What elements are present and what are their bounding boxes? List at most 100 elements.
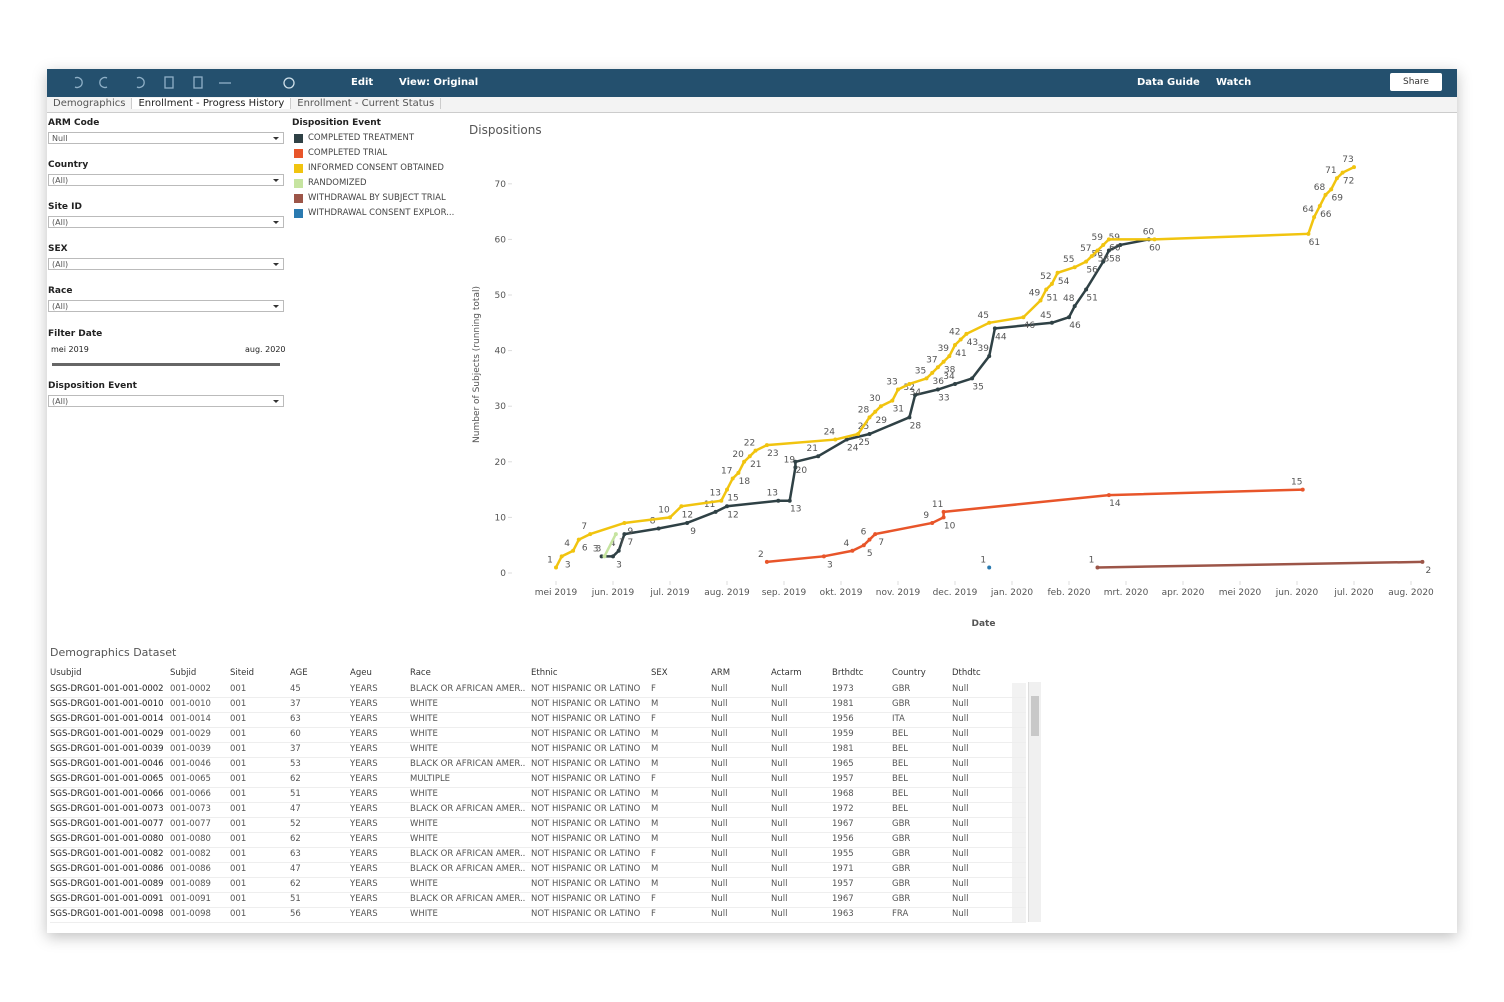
data-guide-button[interactable]: Data Guide xyxy=(1137,77,1200,88)
data-point xyxy=(1118,242,1123,247)
filter-dropdown[interactable]: (All) xyxy=(48,258,284,270)
cell: M xyxy=(651,729,659,739)
row-bg xyxy=(50,713,1026,728)
data-point xyxy=(725,487,729,492)
legend-label[interactable]: INFORMED CONSENT OBTAINED xyxy=(308,163,444,173)
data-point xyxy=(1312,215,1317,220)
view-button[interactable]: View: Original xyxy=(399,77,479,88)
cell: 001 xyxy=(230,759,247,769)
cell: 1972 xyxy=(832,804,854,814)
series-line xyxy=(601,238,1150,558)
data-label: 45 xyxy=(977,311,988,321)
tab[interactable]: Enrollment - Progress History xyxy=(132,98,292,109)
cell: YEARS xyxy=(350,774,378,784)
cell: 001-0039 xyxy=(170,744,211,754)
cell: Null xyxy=(771,774,788,784)
cell: 1981 xyxy=(832,744,854,754)
y-axis-label: Number of Subjects (running total) xyxy=(472,286,482,443)
legend-label[interactable]: COMPLETED TREATMENT xyxy=(308,133,415,143)
column-header[interactable]: Dthdtc xyxy=(952,668,981,678)
data-label: 71 xyxy=(1325,166,1336,176)
data-point xyxy=(907,381,912,386)
data-label: 39 xyxy=(938,344,950,354)
data-point xyxy=(1044,287,1049,292)
cell: M xyxy=(651,834,659,844)
table-title: Demographics Dataset xyxy=(50,646,177,659)
cell: M xyxy=(651,879,659,889)
column-header[interactable]: Ethnic xyxy=(531,668,558,678)
y-tick-label: 0 xyxy=(500,569,506,579)
filter-dropdown[interactable]: (All) xyxy=(48,174,284,186)
cell: Null xyxy=(771,699,788,709)
y-tick-label: 50 xyxy=(495,291,507,301)
data-point xyxy=(685,520,690,525)
legend-label[interactable]: WITHDRAWAL CONSENT EXPLOR... xyxy=(308,208,455,218)
column-header[interactable]: Usubjid xyxy=(50,668,82,678)
cell: 001-0077 xyxy=(170,819,211,829)
data-label: 5 xyxy=(867,549,873,559)
column-header[interactable]: Subjid xyxy=(170,668,197,678)
data-label: 55 xyxy=(1063,255,1074,265)
date-slider[interactable] xyxy=(52,363,280,366)
data-label: 3 xyxy=(616,560,622,570)
data-label: 34 xyxy=(910,388,922,398)
cell: YEARS xyxy=(350,834,378,844)
legend-swatch xyxy=(294,149,303,158)
data-label: 10 xyxy=(658,505,670,515)
tab[interactable]: Enrollment - Current Status xyxy=(291,98,442,109)
cell: 1965 xyxy=(832,759,854,769)
toolbar-icons[interactable] xyxy=(67,69,297,97)
data-point xyxy=(764,559,769,564)
legend-swatch xyxy=(294,164,303,173)
cell: 1971 xyxy=(832,864,854,874)
watch-button[interactable]: Watch xyxy=(1216,77,1252,88)
column-header[interactable]: Actarm xyxy=(771,668,802,678)
data-label: 33 xyxy=(938,394,949,404)
data-point xyxy=(987,565,992,570)
cell: 51 xyxy=(290,789,301,799)
data-label: 7 xyxy=(619,538,625,548)
column-header[interactable]: ARM xyxy=(711,668,731,678)
row-band xyxy=(1012,743,1026,757)
edit-button[interactable]: Edit xyxy=(351,77,374,88)
column-header[interactable]: Country xyxy=(892,668,926,678)
toolbar: Edit View: Original Data Guide Watch Sha… xyxy=(47,69,1457,97)
cell: 001 xyxy=(230,684,247,694)
cell: 1963 xyxy=(832,909,854,919)
filter-dropdown[interactable]: (All) xyxy=(48,395,284,407)
cell: Null xyxy=(711,744,728,754)
legend-label[interactable]: RANDOMIZED xyxy=(308,178,367,188)
data-point xyxy=(970,376,975,381)
cell: Null xyxy=(711,879,728,889)
cell: Null xyxy=(952,789,969,799)
data-label: 3 xyxy=(827,560,833,570)
cell: 001 xyxy=(230,864,247,874)
scrollbar[interactable] xyxy=(1028,682,1041,922)
cell: 001 xyxy=(230,699,247,709)
cell: Null xyxy=(711,774,728,784)
data-point xyxy=(941,509,946,514)
column-header[interactable]: Siteid xyxy=(230,668,255,678)
filter-dropdown[interactable]: Null xyxy=(48,132,284,144)
cell: 52 xyxy=(290,819,301,829)
column-header[interactable]: Brthdtc xyxy=(832,668,864,678)
data-label: 22 xyxy=(744,439,755,449)
column-header[interactable]: Ageu xyxy=(350,668,372,678)
cell: WHITE xyxy=(410,879,438,889)
cell: M xyxy=(651,804,659,814)
data-label: 2 xyxy=(758,550,764,560)
column-header[interactable]: SEX xyxy=(651,668,668,678)
share-button[interactable]: Share xyxy=(1390,73,1442,91)
column-header[interactable]: AGE xyxy=(290,668,308,678)
tab[interactable]: Demographics xyxy=(47,98,133,109)
data-point xyxy=(1095,565,1100,570)
row-band xyxy=(1012,683,1026,697)
filter-dropdown[interactable]: (All) xyxy=(48,300,284,312)
legend-label[interactable]: WITHDRAWAL BY SUBJECT TRIAL xyxy=(308,193,446,203)
filter-dropdown[interactable]: (All) xyxy=(48,216,284,228)
data-point xyxy=(873,409,878,414)
column-header[interactable]: Race xyxy=(410,668,431,678)
data-point xyxy=(850,548,855,553)
data-point xyxy=(656,526,661,531)
legend-label[interactable]: COMPLETED TRIAL xyxy=(308,148,388,158)
